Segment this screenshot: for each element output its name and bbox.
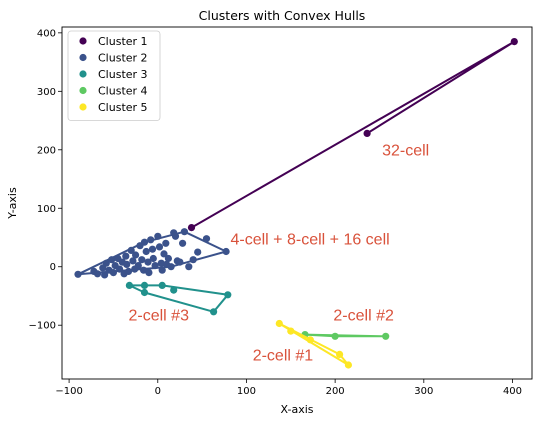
data-point-cluster-2 (109, 269, 117, 277)
data-point-cluster-3 (140, 281, 149, 289)
y-axis-label: Y-axis (6, 187, 19, 220)
y-tick-label: 300 (37, 87, 56, 98)
data-point-cluster-2 (129, 257, 137, 265)
legend-marker (79, 53, 87, 62)
data-point-cluster-2 (138, 256, 146, 264)
hull-line-cluster-4 (304, 333, 387, 338)
data-point-cluster-3 (170, 286, 178, 294)
data-point-cluster-2 (102, 259, 110, 267)
x-tick-label: 200 (326, 386, 345, 397)
legend-marker (79, 86, 87, 95)
data-point-cluster-3 (125, 281, 133, 289)
x-tick-label: 300 (414, 386, 433, 397)
data-point-cluster-2 (151, 262, 159, 270)
legend-marker (79, 70, 87, 78)
x-tick-label: 0 (155, 386, 161, 397)
data-point-cluster-2 (142, 247, 150, 256)
legend-entry: Cluster 2 (98, 52, 148, 65)
legend-marker (79, 37, 87, 45)
x-tick-label: −100 (55, 386, 82, 397)
data-point-cluster-2 (127, 246, 135, 254)
data-point-cluster-5 (275, 319, 283, 328)
y-tick-label: 100 (37, 204, 56, 215)
annotation-label: 2-cell #2 (333, 308, 394, 325)
annotation-label: 2-cell #1 (253, 347, 314, 364)
data-point-cluster-2 (189, 256, 197, 264)
data-point-cluster-2 (167, 263, 175, 271)
data-point-cluster-2 (171, 232, 180, 240)
data-point-cluster-3 (210, 308, 218, 316)
y-tick-label: 400 (37, 28, 56, 39)
data-point-cluster-2 (144, 258, 152, 266)
data-point-cluster-2 (122, 252, 130, 260)
data-point-cluster-1 (510, 38, 518, 46)
data-point-cluster-2 (179, 239, 187, 247)
data-point-cluster-2 (176, 258, 184, 266)
plot-area (74, 38, 518, 369)
data-point-cluster-1 (187, 224, 196, 232)
legend-entry: Cluster 3 (98, 68, 148, 81)
data-point-cluster-2 (148, 245, 157, 253)
x-axis-label: X-axis (281, 403, 314, 416)
data-point-cluster-2 (140, 238, 149, 246)
data-point-cluster-4 (331, 332, 339, 340)
data-point-cluster-2 (164, 254, 172, 263)
data-point-cluster-2 (93, 270, 102, 278)
data-point-cluster-2 (123, 260, 131, 268)
data-point-cluster-2 (160, 250, 168, 258)
x-tick-label: 100 (237, 386, 256, 397)
data-point-cluster-2 (116, 265, 124, 273)
data-point-cluster-4 (382, 332, 390, 340)
data-point-cluster-5 (287, 327, 295, 335)
annotations: 32-cell 4-cell + 8-cell + 16 cell 2-cell #… (127, 141, 431, 366)
annotation-label: 4-cell + 8-cell + 16 cell (231, 232, 390, 249)
annotation-label: 2-cell #3 (129, 308, 190, 325)
hull-line-cluster-1 (191, 40, 516, 229)
legend: Cluster 1 Cluster 2 Cluster 3 Cluster 4 Clus… (67, 30, 161, 121)
data-point-cluster-2 (180, 228, 188, 236)
data-point-cluster-2 (74, 270, 82, 278)
legend-entry: Cluster 1 (98, 35, 148, 48)
data-point-cluster-2 (158, 266, 166, 274)
data-point-cluster-3 (140, 288, 149, 297)
data-point-cluster-3 (158, 281, 166, 289)
y-tick-label: 200 (37, 145, 56, 156)
data-point-cluster-2 (147, 236, 155, 244)
legend-entry: Cluster 5 (98, 101, 148, 114)
x-tick-label: 400 (503, 386, 522, 397)
data-point-cluster-2 (134, 262, 142, 270)
data-point-cluster-2 (108, 256, 116, 264)
data-point-cluster-2 (132, 251, 140, 259)
y-tick-label: −100 (29, 321, 56, 332)
data-point-cluster-2 (162, 239, 170, 247)
data-point-cluster-5 (336, 350, 344, 358)
plot-frame (61, 26, 533, 380)
data-point-cluster-2 (194, 248, 202, 256)
data-point-cluster-1 (363, 129, 371, 137)
data-point-cluster-2 (154, 232, 162, 240)
legend-box (67, 30, 161, 121)
data-point-cluster-2 (185, 263, 193, 271)
data-point-cluster-2 (101, 271, 109, 279)
annotation-label: 32-cell (382, 143, 429, 160)
data-point-cluster-2 (202, 235, 211, 243)
data-point-cluster-2 (222, 247, 230, 256)
data-point-cluster-2 (155, 243, 164, 251)
data-point-cluster-2 (145, 269, 153, 277)
data-point-cluster-2 (124, 267, 133, 275)
data-point-cluster-5 (306, 336, 314, 344)
legend-marker (79, 103, 87, 111)
axes: −100 0 100 200 300 400 −100 0 100 200 300 400 (29, 28, 523, 397)
chart-title: Clusters with Convex Hulls (199, 8, 366, 23)
data-point-cluster-3 (224, 291, 232, 299)
y-tick-label: 0 (50, 262, 56, 273)
data-point-cluster-2 (149, 254, 157, 263)
legend-entry: Cluster 4 (98, 85, 148, 98)
data-point-cluster-5 (344, 361, 352, 369)
